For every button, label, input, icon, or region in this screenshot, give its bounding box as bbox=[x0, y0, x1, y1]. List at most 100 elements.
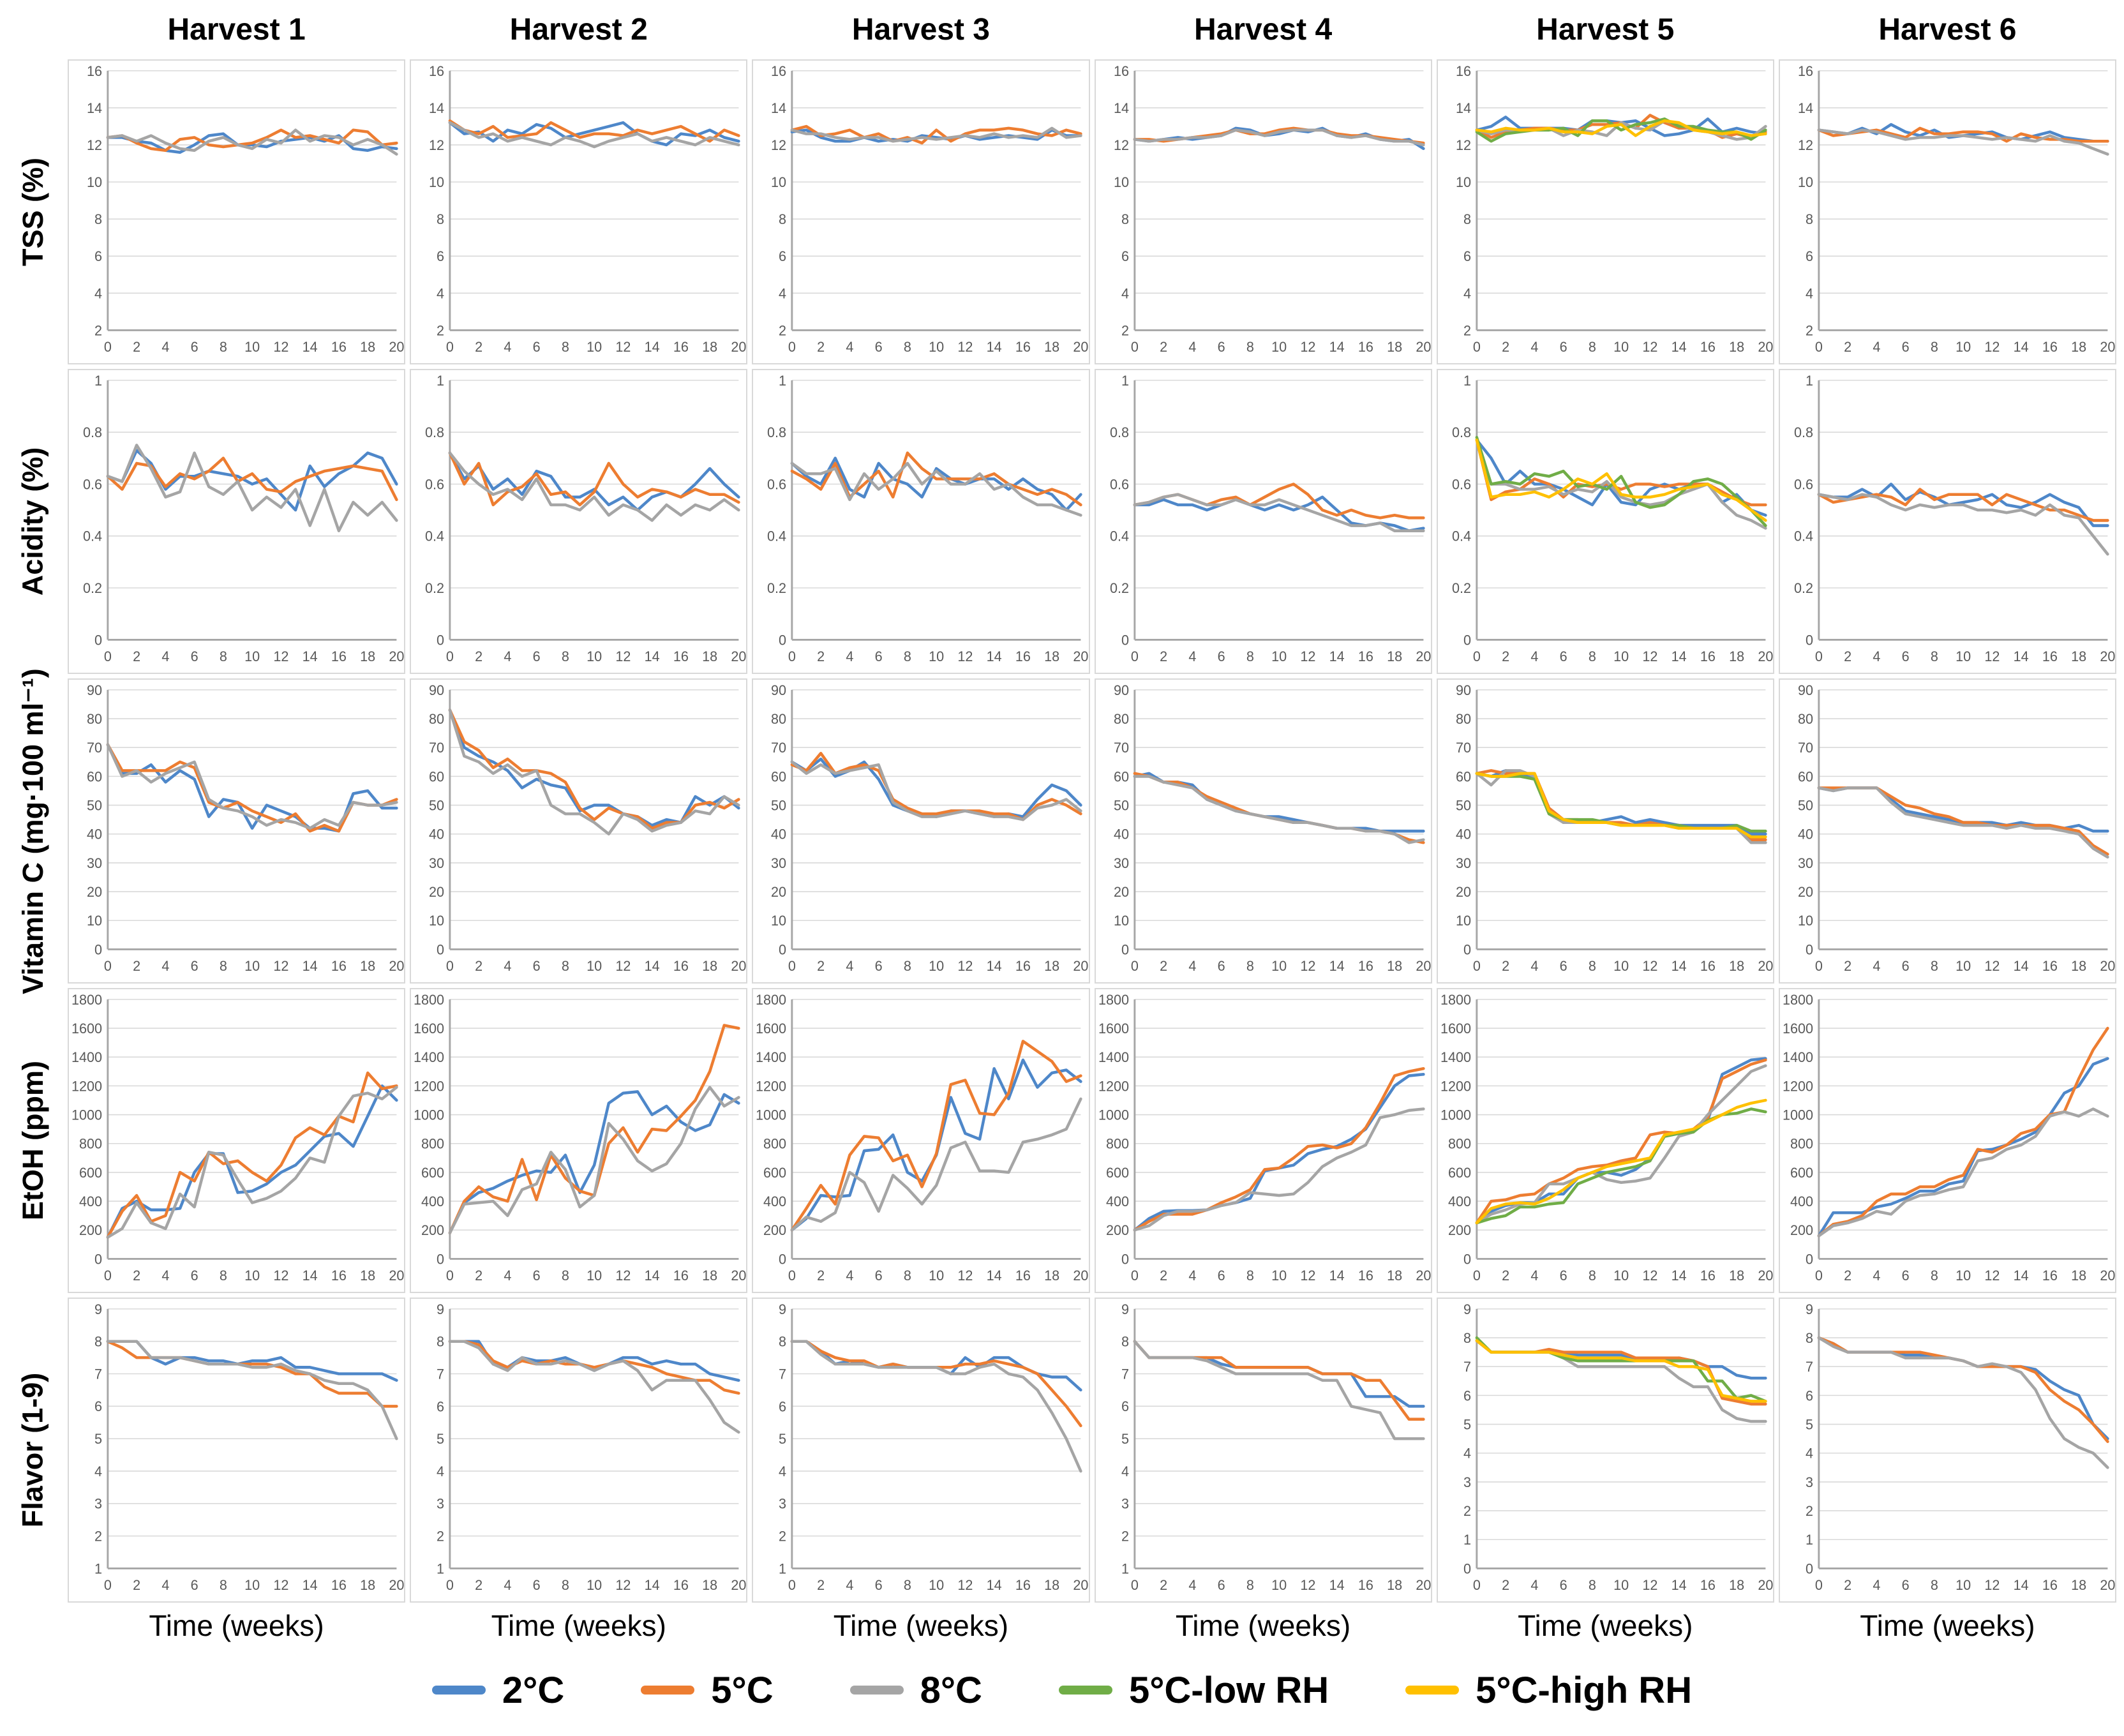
x-tick-label: 20 bbox=[731, 1577, 747, 1593]
y-tick-label: 40 bbox=[771, 827, 786, 842]
x-tick-label: 10 bbox=[1613, 339, 1629, 355]
x-tick-label: 6 bbox=[1901, 1268, 1909, 1283]
y-tick-label: 400 bbox=[79, 1194, 102, 1209]
series-c2-line bbox=[1475, 1057, 1767, 1225]
y-tick-label: 8 bbox=[94, 1334, 102, 1350]
y-tick-label: 3 bbox=[437, 1496, 444, 1512]
y-tick-label: 8 bbox=[1121, 1334, 1129, 1350]
x-tick-label: 4 bbox=[846, 958, 854, 974]
y-tick-label: 14 bbox=[771, 100, 786, 116]
legend-label: 5°C-low RH bbox=[1128, 1669, 1329, 1711]
x-axis-title-harvest-3: Time (weeks) bbox=[833, 1609, 1009, 1642]
series-c5-line bbox=[106, 456, 398, 502]
y-tick-label: 0 bbox=[779, 1251, 786, 1267]
y-tick-label: 70 bbox=[429, 740, 444, 756]
x-tick-label: 16 bbox=[1015, 339, 1031, 355]
x-tick-label: 16 bbox=[2042, 1268, 2058, 1283]
x-tick-label: 20 bbox=[731, 648, 747, 664]
x-tick-label: 16 bbox=[1700, 958, 1716, 974]
series-c5-line bbox=[448, 708, 740, 830]
chart-panel-row3-harvest6: 0 200 400 600 800 1000 1200 1400 1600 1800 0 2 4 6 8 10… bbox=[1778, 988, 2116, 1293]
y-tick-label: 10 bbox=[87, 174, 102, 190]
chart-panel-row3-harvest1: 0 200 400 600 800 1000 1200 1400 1600 1800 0 2 4 6 8 10… bbox=[68, 988, 406, 1293]
series-c8-line bbox=[1133, 1107, 1425, 1232]
x-tick-label: 14 bbox=[1671, 1268, 1686, 1283]
x-tick-label: 18 bbox=[1387, 339, 1402, 355]
x-tick-label: 2 bbox=[1502, 339, 1509, 355]
y-tick-label: 10 bbox=[429, 174, 444, 190]
x-tick-label: 4 bbox=[1873, 648, 1880, 664]
y-tick-label: 0 bbox=[1121, 941, 1129, 957]
y-tick-label: 4 bbox=[779, 285, 786, 301]
y-tick-label: 0 bbox=[437, 1251, 444, 1267]
y-tick-label: 50 bbox=[1798, 797, 1813, 813]
x-tick-label: 6 bbox=[1217, 958, 1225, 974]
y-tick-label: 1200 bbox=[1783, 1078, 1813, 1094]
series-c8-line bbox=[790, 1340, 1082, 1473]
series-c8-line bbox=[790, 126, 1082, 143]
chart-panel-row1-harvest5: 0 0.2 0.4 0.6 0.8 1 0 2 4 6 8 10 12 14 16 18 20 bbox=[1436, 369, 1774, 674]
legend-swatch-c5high bbox=[1405, 1686, 1460, 1695]
legend-swatch-c2 bbox=[431, 1686, 486, 1695]
x-axis-title-harvest-4: Time (weeks) bbox=[1175, 1609, 1351, 1642]
series-c8-line bbox=[1817, 128, 2109, 156]
y-tick-label: 0.4 bbox=[83, 528, 102, 544]
x-tick-label: 14 bbox=[1671, 958, 1686, 974]
x-tick-label: 0 bbox=[1815, 958, 1823, 974]
x-tick-label: 10 bbox=[587, 339, 602, 355]
series-c5-line bbox=[1475, 1058, 1767, 1225]
y-tick-label: 60 bbox=[87, 768, 102, 784]
x-tick-label: 4 bbox=[1188, 339, 1196, 355]
y-tick-label: 0.4 bbox=[1794, 528, 1813, 544]
x-tick-label: 12 bbox=[1300, 339, 1315, 355]
x-tick-label: 4 bbox=[161, 1268, 169, 1283]
y-tick-label: 8 bbox=[437, 211, 444, 227]
y-tick-label: 0.8 bbox=[425, 424, 444, 440]
series-c8-line bbox=[448, 1340, 740, 1434]
line-chart-svg: 0 200 400 600 800 1000 1200 1400 1600 1800 0 2 4 6 8 10… bbox=[756, 992, 1088, 1283]
x-tick-label: 12 bbox=[273, 648, 288, 664]
y-tick-label: 6 bbox=[437, 248, 444, 264]
x-tick-label: 6 bbox=[1901, 648, 1909, 664]
y-tick-label: 12 bbox=[771, 137, 786, 153]
x-tick-label: 16 bbox=[331, 1268, 347, 1283]
x-tick-label: 18 bbox=[360, 339, 375, 355]
chart-panel-row4-harvest5: 0 1 2 3 4 5 6 7 8 9 0 2 4 6 8 10 12 14 16 18 20 bbox=[1436, 1298, 1774, 1603]
x-tick-label: 8 bbox=[1246, 339, 1253, 355]
y-tick-label: 10 bbox=[87, 913, 102, 929]
y-tick-label: 8 bbox=[779, 1334, 786, 1350]
x-tick-label: 0 bbox=[788, 648, 796, 664]
x-tick-label: 12 bbox=[273, 339, 288, 355]
x-tick-label: 14 bbox=[303, 339, 318, 355]
x-tick-label: 10 bbox=[1613, 958, 1629, 974]
series-c5high-line bbox=[1475, 772, 1767, 839]
x-tick-label: 8 bbox=[1931, 1268, 1938, 1283]
y-tick-label: 2 bbox=[1463, 322, 1471, 338]
x-tick-label: 2 bbox=[133, 648, 140, 664]
x-tick-label: 10 bbox=[929, 958, 944, 974]
y-tick-label: 0 bbox=[1806, 941, 1813, 957]
x-tick-label: 14 bbox=[1329, 1268, 1344, 1283]
y-tick-label: 5 bbox=[779, 1431, 786, 1447]
y-tick-label: 1800 bbox=[756, 992, 786, 1008]
series-c2-line bbox=[448, 1090, 740, 1235]
x-tick-label: 2 bbox=[1160, 339, 1167, 355]
line-chart-svg: 0 200 400 600 800 1000 1200 1400 1600 1800 0 2 4 6 8 10… bbox=[1098, 992, 1431, 1283]
y-tick-label: 1000 bbox=[1440, 1107, 1471, 1123]
series-c8-line bbox=[1817, 786, 2109, 859]
x-tick-label: 6 bbox=[1559, 1577, 1567, 1593]
x-tick-label: 10 bbox=[1613, 1577, 1629, 1593]
series-c2-line bbox=[1817, 1057, 2109, 1238]
y-tick-label: 1 bbox=[437, 373, 444, 389]
x-tick-label: 2 bbox=[475, 648, 482, 664]
x-tick-label: 2 bbox=[1844, 648, 1851, 664]
x-tick-label: 6 bbox=[191, 339, 198, 355]
line-chart-svg: 0 10 20 30 40 50 60 70 80 90 0 2 4 6 8 10 12 14 16 18 20 bbox=[429, 682, 746, 974]
y-tick-label: 4 bbox=[779, 1463, 786, 1479]
y-tick-label: 40 bbox=[87, 827, 102, 842]
x-tick-label: 14 bbox=[2013, 1577, 2028, 1593]
x-tick-label: 0 bbox=[788, 1577, 796, 1593]
y-tick-label: 0 bbox=[1121, 1251, 1129, 1267]
x-tick-label: 18 bbox=[360, 648, 375, 664]
x-tick-label: 10 bbox=[1956, 958, 1971, 974]
